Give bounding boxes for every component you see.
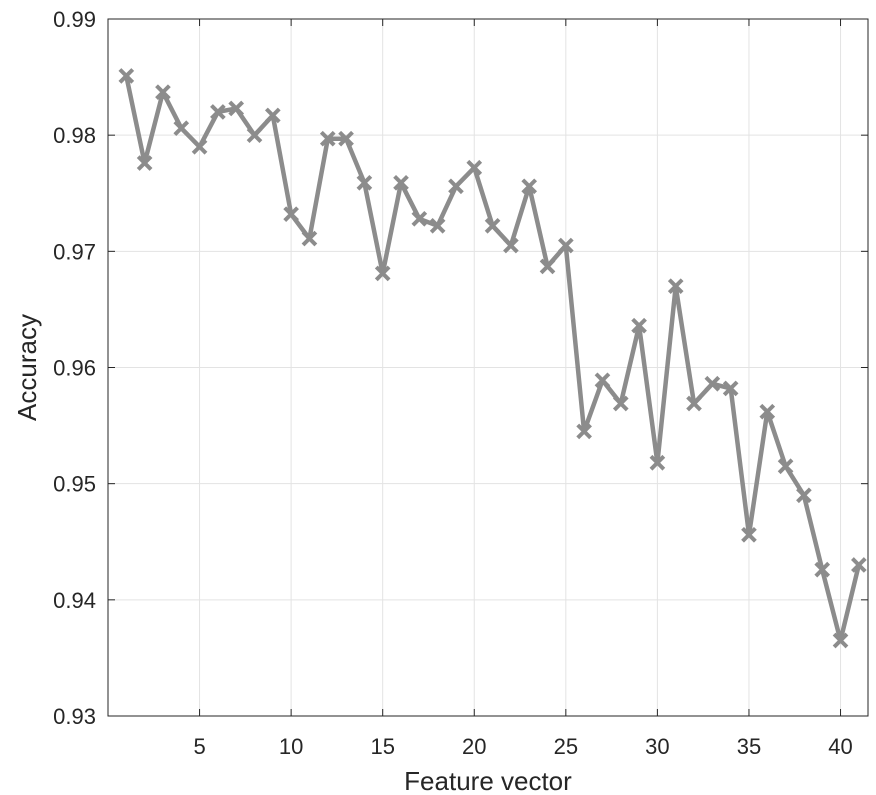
data-point [814,561,831,578]
data-point [264,107,281,124]
data-point [832,632,849,649]
data-point [246,127,263,143]
axis-ticks [108,18,868,717]
data-point [191,138,208,155]
x-tick-label: 25 [554,734,578,759]
data-point [521,178,538,195]
y-axis-label: Accuracy [12,314,42,421]
y-tick-label: 0.93 [53,704,96,729]
x-tick-labels: 5 10 15 20 25 30 35 40 [193,734,852,759]
x-tick-label: 20 [462,734,486,759]
data-point [649,454,666,471]
data-point [155,84,171,101]
data-point [796,487,812,504]
data-point [448,178,464,195]
y-tick-label: 0.97 [53,239,96,264]
data-point [136,155,153,171]
y-tick-labels: 0.93 0.94 0.95 0.96 0.97 0.98 0.99 [53,7,96,729]
data-point [539,258,556,275]
data-point [704,375,721,392]
data-point [301,230,318,247]
y-tick-label: 0.95 [53,472,96,497]
data-point [851,557,867,573]
data-point [576,423,592,440]
data-point [558,237,574,254]
x-tick-label: 40 [828,734,852,759]
data-markers [118,68,867,649]
y-tick-label: 0.98 [53,123,96,148]
x-axis-label: Feature vector [404,766,572,795]
data-point [777,458,794,475]
y-tick-label: 0.96 [53,356,96,381]
data-point [173,120,190,137]
data-point [759,403,776,420]
data-point [210,104,226,120]
grid-lines [108,18,868,717]
x-tick-label: 5 [193,734,205,759]
data-point [338,130,354,147]
x-tick-label: 30 [645,734,669,759]
data-point [722,380,739,397]
data-point [356,174,373,191]
data-point [594,372,611,389]
data-point [283,206,299,222]
data-point [667,278,684,295]
data-point [228,100,245,117]
data-point [631,317,647,334]
data-point [374,265,391,282]
x-tick-label: 10 [279,734,303,759]
data-point [393,174,409,191]
x-tick-label: 15 [370,734,394,759]
data-point [484,217,501,234]
data-point [466,159,483,176]
data-point [686,395,702,412]
data-point [319,130,336,147]
x-tick-label: 35 [737,734,761,759]
data-point [429,217,446,234]
data-point [411,210,428,227]
data-point [118,68,135,84]
data-point [741,526,757,543]
y-tick-label: 0.99 [53,7,96,32]
y-tick-label: 0.94 [53,588,96,613]
data-point [503,237,519,254]
data-point [612,395,629,412]
